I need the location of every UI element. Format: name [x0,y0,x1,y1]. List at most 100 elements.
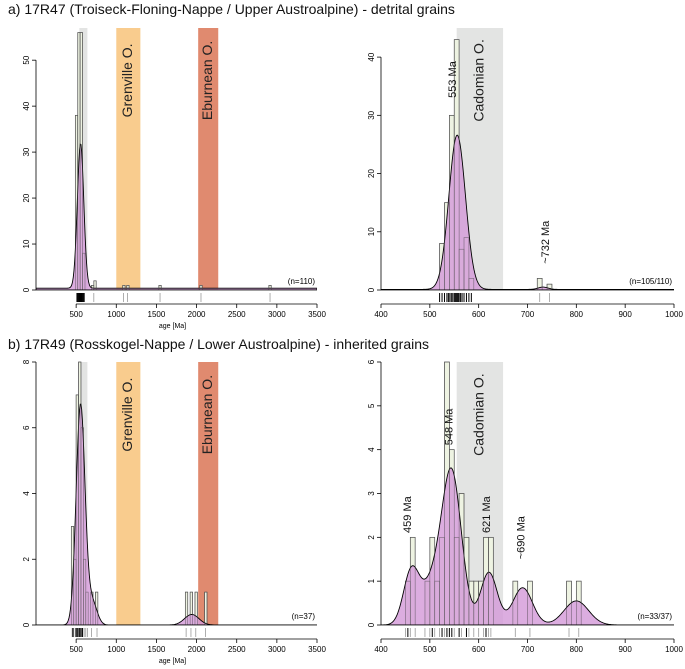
peak-annotation: ~732 Ma [540,220,552,264]
x-axis-label: age [Ma] [159,658,186,665]
x-tick-label: 900 [618,310,632,319]
kde-curve [381,134,674,290]
peak-annotation: 553 Ma [447,60,459,98]
x-tick-label: 1000 [107,645,125,654]
y-tick-label: 10 [22,239,31,248]
plot-area [36,361,317,625]
y-tick-label: 5 [367,403,376,408]
histogram-bar-outline [566,580,572,625]
chart-panel-2: Cadomian O. 553 Ma ~732 Ma 0 10 20 30 40 400 500 6… [367,28,683,319]
histogram-bar-outline [85,591,89,625]
histogram-bar-outline [468,278,475,290]
x-tick-label: 500 [69,645,83,654]
band-label: Eburnean O. [199,41,215,120]
x-tick-label: 1000 [665,310,683,319]
age-band [198,362,219,625]
y-tick-label: 30 [22,147,31,156]
histogram-bar-outline [536,278,543,290]
panel-title: b) 17R49 (Rosskogel-Nappe / Lower Austro… [8,336,429,352]
band-label: Cadomian O. [471,39,487,121]
histogram-bar-outline [512,580,519,625]
x-tick-label: 600 [472,645,486,654]
plot-area [381,361,674,625]
plot-area [381,28,674,290]
x-tick-label: 2500 [228,645,246,654]
y-tick-label: 0 [367,622,376,627]
peak-annotation: 621 Ma [481,495,493,533]
x-tick-label: 800 [570,645,584,654]
chart-panel-3: Grenville O. Eburnean O. 0 2 4 6 8 500 1000 1500 2… [8,336,429,665]
y-tick-label: 0 [367,287,376,292]
x-tick-label: 600 [472,310,486,319]
histogram-bar-outline [204,591,208,625]
x-tick-label: 400 [374,310,388,319]
y-tick-label: 40 [367,52,376,61]
x-tick-label: 900 [618,645,632,654]
histogram-bar-outline [453,39,460,290]
histogram-bar-outline [189,591,193,625]
y-tick-label: 20 [22,193,31,202]
sample-count-label: (n=105/110) [629,277,672,286]
x-tick-label: 1000 [665,645,683,654]
y-tick-label: 2 [367,535,376,540]
y-tick-label: 50 [22,55,31,64]
panel-letter: a) [8,1,24,17]
x-tick-label: 3500 [308,645,326,654]
band-label: Grenville O. [119,43,135,117]
x-tick-label: 700 [521,645,535,654]
y-tick-label: 30 [367,110,376,119]
panel-title-text: 17R49 (Rosskogel-Nappe / Lower Austroalp… [24,336,429,352]
x-tick-label: 3500 [308,310,326,319]
x-tick-label: 800 [570,310,584,319]
age-band [79,28,88,290]
histogram-bar-outline [95,591,99,625]
y-tick-label: 4 [367,447,376,452]
y-tick-label: 4 [22,491,31,496]
kde-curve [36,403,317,625]
x-tick-label: 2500 [228,310,246,319]
x-tick-label: 500 [423,310,437,319]
y-tick-label: 3 [367,491,376,496]
x-tick-label: 700 [521,310,535,319]
x-tick-label: 1500 [148,645,166,654]
band-label: Eburnean O. [199,375,215,454]
y-tick-label: 0 [22,622,31,627]
y-tick-label: 0 [22,287,31,292]
y-tick-label: 20 [367,169,376,178]
panel-title-text: 17R47 (Troiseck-Floning-Nappe / Upper Au… [24,1,455,17]
sample-count-label: (n=33/37) [638,612,673,621]
y-tick-label: 6 [367,359,376,364]
panel-letter: b) [8,336,24,352]
y-tick-label: 8 [22,359,31,364]
histogram-bar-outline [82,252,86,290]
histogram-bar-outline [185,591,189,625]
panel-title: a) 17R47 (Troiseck-Floning-Nappe / Upper… [8,1,455,17]
sample-count-label: (n=37) [292,612,316,621]
age-band [116,362,141,625]
histogram-bar-outline [463,237,470,290]
histogram-bar-outline [80,427,84,625]
histogram-bar-outline [576,580,582,625]
x-tick-label: 2000 [188,310,206,319]
x-tick-label: 500 [423,645,437,654]
histogram-bar-outline [194,591,198,625]
peak-annotation: 548 Ma [443,408,455,446]
x-tick-label: 1500 [148,310,166,319]
peak-annotation: 459 Ma [402,495,414,533]
histogram-bar-outline [90,591,94,625]
y-tick-label: 2 [22,556,31,561]
x-tick-label: 1000 [107,310,125,319]
band-label: Grenville O. [119,378,135,452]
y-tick-label: 6 [22,425,31,430]
x-tick-label: 3000 [268,310,286,319]
x-tick-label: 500 [69,310,83,319]
x-tick-label: 400 [374,645,388,654]
chart-panel-4: Cadomian O. 459 Ma 548 Ma 621 Ma ~690 Ma 0 1 2 3… [367,359,683,654]
peak-annotation: ~690 Ma [516,515,528,559]
y-tick-label: 1 [367,578,376,583]
age-band [116,28,141,290]
plot-area [36,28,317,290]
y-tick-label: 10 [367,227,376,236]
